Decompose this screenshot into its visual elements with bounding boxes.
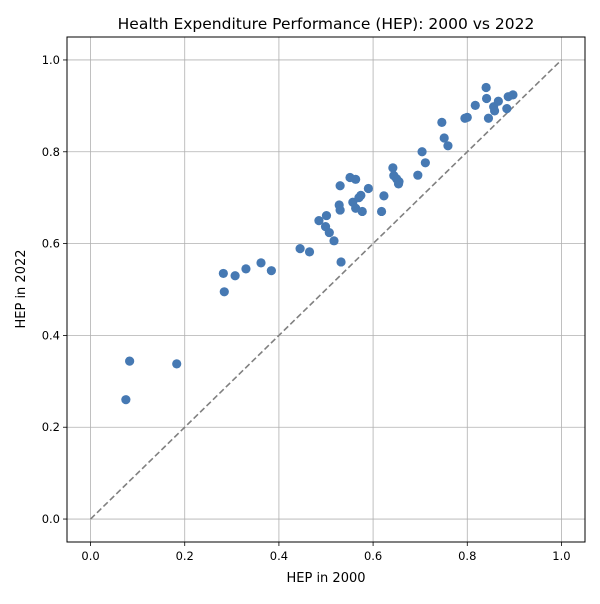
data-point (493, 96, 503, 106)
ticks-layer: 0.0 0.2 0.4 0.6 0.8 1.0 0.0 0.2 0.4 0.6 0.8 1.0 (42, 53, 571, 563)
data-point (502, 104, 512, 114)
data-point (335, 205, 345, 215)
data-point (324, 227, 334, 238)
grid (67, 37, 585, 542)
data-point (218, 268, 228, 279)
data-point (413, 170, 423, 180)
data-point (335, 181, 345, 191)
x-axis-label: HEP in 2000 (286, 571, 365, 586)
data-point (219, 287, 229, 297)
data-point (508, 90, 518, 100)
data-point (439, 133, 449, 143)
data-point (481, 93, 492, 104)
data-point (417, 147, 427, 157)
data-point (266, 266, 276, 276)
reference-line-layer (89, 59, 563, 520)
reference-line (89, 59, 563, 520)
data-point (462, 112, 472, 122)
y-axis-label: HEP in 2022 (14, 249, 29, 328)
chart-title: Health Expenditure Performance (HEP): 20… (118, 15, 535, 33)
data-point (314, 216, 324, 226)
data-point (437, 117, 447, 127)
points-layer (121, 82, 518, 405)
data-point (230, 271, 240, 281)
data-point (321, 210, 332, 221)
data-point (363, 183, 373, 194)
y-tick-label: 0.4 (42, 328, 60, 342)
data-point (356, 190, 366, 200)
data-point (376, 206, 387, 217)
data-point (172, 359, 182, 369)
data-point (351, 174, 361, 184)
data-point (256, 258, 266, 268)
data-point (481, 82, 491, 93)
data-point (489, 106, 500, 116)
x-tick-label: 0.2 (176, 549, 194, 563)
data-point (379, 191, 389, 201)
data-point (304, 247, 315, 257)
data-point (443, 141, 453, 151)
y-tick-label: 0.2 (42, 420, 60, 434)
y-tick-label: 0.8 (42, 145, 60, 159)
x-tick-label: 0.4 (270, 549, 288, 563)
y-tick-label: 0.0 (42, 512, 60, 526)
data-point (420, 158, 430, 168)
data-point (295, 244, 305, 254)
data-point (483, 113, 494, 123)
y-tick-label: 0.6 (42, 237, 60, 251)
data-point (388, 163, 398, 173)
x-tick-label: 0.8 (458, 549, 476, 563)
data-point (357, 206, 367, 217)
data-point (336, 257, 346, 267)
data-point (470, 100, 480, 111)
data-point (394, 177, 404, 187)
y-tick-label: 1.0 (42, 53, 60, 67)
x-tick-label: 0.0 (81, 549, 99, 563)
data-point (125, 356, 135, 366)
data-point (329, 236, 339, 246)
plot-frame (66, 36, 586, 543)
data-point (121, 395, 131, 405)
x-tick-label: 0.6 (364, 549, 382, 563)
x-tick-label: 1.0 (552, 549, 570, 563)
data-point (241, 264, 251, 274)
